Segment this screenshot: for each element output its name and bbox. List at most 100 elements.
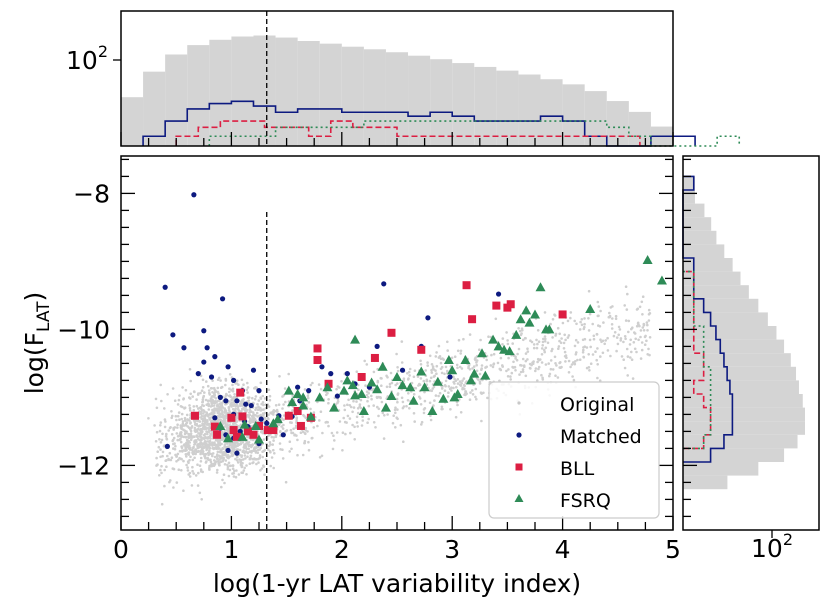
original-point — [209, 458, 212, 462]
original-point — [188, 475, 192, 478]
original-point — [192, 445, 195, 449]
original-point — [211, 444, 214, 447]
original-point — [258, 454, 262, 457]
original-point — [522, 364, 526, 367]
original-point — [343, 420, 347, 424]
original-point — [164, 420, 167, 423]
original-point — [165, 438, 169, 441]
original-point — [419, 363, 423, 366]
matched-point — [164, 443, 170, 449]
original-point — [638, 305, 642, 309]
original-point — [254, 395, 258, 398]
original-point — [613, 331, 617, 334]
original-point — [177, 411, 181, 414]
original-point — [363, 359, 367, 363]
original-point — [188, 406, 192, 410]
original-point — [359, 398, 363, 402]
original-point — [211, 391, 214, 394]
original-point — [615, 336, 619, 339]
original-point — [237, 473, 241, 476]
original-point — [185, 463, 188, 467]
y-tick-label: −10 — [57, 315, 110, 344]
original-point — [245, 388, 249, 392]
matched-point — [374, 343, 380, 349]
original-point — [221, 414, 224, 417]
original-point — [582, 327, 586, 331]
original-point — [199, 430, 203, 433]
original-point — [200, 389, 204, 393]
original-point — [194, 474, 198, 477]
original-point — [206, 456, 209, 460]
original-point — [606, 336, 609, 340]
original-point — [226, 463, 229, 467]
original-point — [486, 396, 489, 400]
original-point — [155, 406, 159, 410]
original-point — [158, 429, 162, 433]
original-point — [216, 403, 219, 406]
original-point — [263, 397, 267, 400]
fsrq-point — [372, 384, 383, 394]
original-point — [623, 304, 626, 307]
original-point — [222, 473, 226, 477]
original-point — [240, 471, 243, 475]
fsrq-point — [347, 380, 358, 390]
original-point — [272, 466, 276, 470]
original-point — [394, 406, 397, 410]
original-point — [269, 411, 272, 415]
original-point — [208, 439, 212, 443]
original-point — [234, 445, 238, 448]
original-point — [428, 354, 432, 358]
original-point — [599, 309, 602, 313]
original-point — [536, 379, 539, 382]
original-point — [432, 375, 436, 378]
original-point — [355, 370, 359, 374]
original-point — [418, 397, 422, 400]
original-point — [169, 479, 172, 482]
original-point — [583, 322, 586, 326]
original-point — [262, 403, 265, 407]
original-point — [575, 322, 578, 326]
top-x-ticks — [120, 132, 674, 146]
original-point — [591, 353, 595, 356]
original-point — [184, 435, 188, 439]
original-point — [159, 455, 162, 459]
original-point — [188, 404, 191, 407]
top-hist-bar — [275, 37, 298, 146]
original-point — [370, 394, 373, 398]
original-point — [333, 439, 336, 442]
original-point — [551, 347, 554, 351]
original-point — [312, 426, 316, 429]
original-point — [159, 421, 163, 424]
fsrq-point — [642, 255, 653, 265]
original-point — [459, 411, 463, 414]
original-point — [230, 444, 234, 447]
original-point — [380, 384, 383, 388]
original-point — [218, 447, 221, 450]
original-point — [423, 399, 427, 403]
original-point — [261, 455, 265, 459]
original-point — [176, 403, 180, 406]
top-hist-bar — [452, 63, 475, 147]
x-tick-label: 3 — [444, 535, 460, 564]
original-point — [163, 425, 167, 429]
original-point — [223, 421, 226, 425]
original-point — [197, 432, 200, 435]
original-point — [453, 355, 457, 359]
original-point — [235, 448, 238, 451]
original-point — [213, 388, 216, 391]
legend-marker-bll — [515, 463, 523, 471]
original-point — [448, 387, 452, 391]
original-point — [498, 367, 502, 371]
original-point — [446, 369, 449, 373]
original-point — [386, 376, 389, 379]
original-point — [341, 449, 344, 452]
original-point — [407, 377, 410, 380]
original-point — [608, 314, 612, 318]
original-point — [199, 428, 202, 431]
original-point — [643, 343, 647, 347]
top-y-tick-label: 102 — [66, 42, 108, 75]
original-point — [395, 397, 399, 401]
original-point — [619, 339, 622, 342]
original-point — [241, 441, 245, 444]
original-point — [587, 329, 591, 332]
